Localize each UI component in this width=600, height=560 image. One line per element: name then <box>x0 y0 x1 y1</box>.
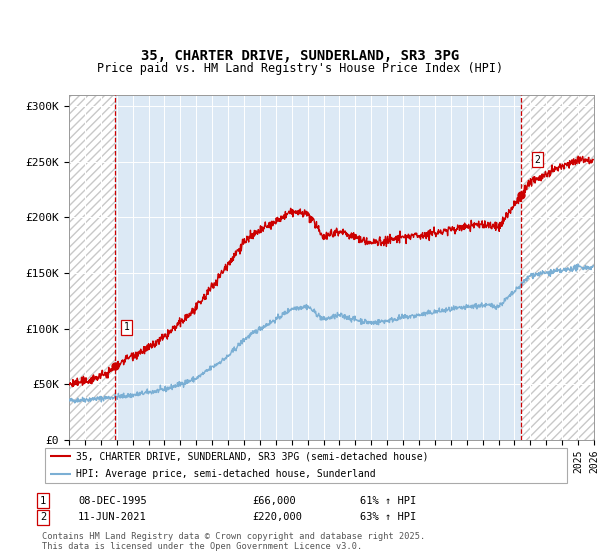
Text: 2: 2 <box>40 512 46 522</box>
Text: 63% ↑ HPI: 63% ↑ HPI <box>360 512 416 522</box>
Text: HPI: Average price, semi-detached house, Sunderland: HPI: Average price, semi-detached house,… <box>76 469 376 479</box>
Text: 61% ↑ HPI: 61% ↑ HPI <box>360 496 416 506</box>
Text: 1: 1 <box>124 323 130 333</box>
FancyBboxPatch shape <box>44 448 568 483</box>
Text: 35, CHARTER DRIVE, SUNDERLAND, SR3 3PG: 35, CHARTER DRIVE, SUNDERLAND, SR3 3PG <box>141 49 459 63</box>
Text: Price paid vs. HM Land Registry's House Price Index (HPI): Price paid vs. HM Land Registry's House … <box>97 62 503 75</box>
Text: £220,000: £220,000 <box>252 512 302 522</box>
Text: 2: 2 <box>535 155 541 165</box>
Text: Contains HM Land Registry data © Crown copyright and database right 2025.
This d: Contains HM Land Registry data © Crown c… <box>42 532 425 552</box>
Text: 35, CHARTER DRIVE, SUNDERLAND, SR3 3PG (semi-detached house): 35, CHARTER DRIVE, SUNDERLAND, SR3 3PG (… <box>76 451 429 461</box>
Bar <box>521 95 594 440</box>
Text: £66,000: £66,000 <box>252 496 296 506</box>
Text: 08-DEC-1995: 08-DEC-1995 <box>78 496 147 506</box>
Text: 1: 1 <box>40 496 46 506</box>
Text: 11-JUN-2021: 11-JUN-2021 <box>78 512 147 522</box>
Bar <box>69 95 115 440</box>
